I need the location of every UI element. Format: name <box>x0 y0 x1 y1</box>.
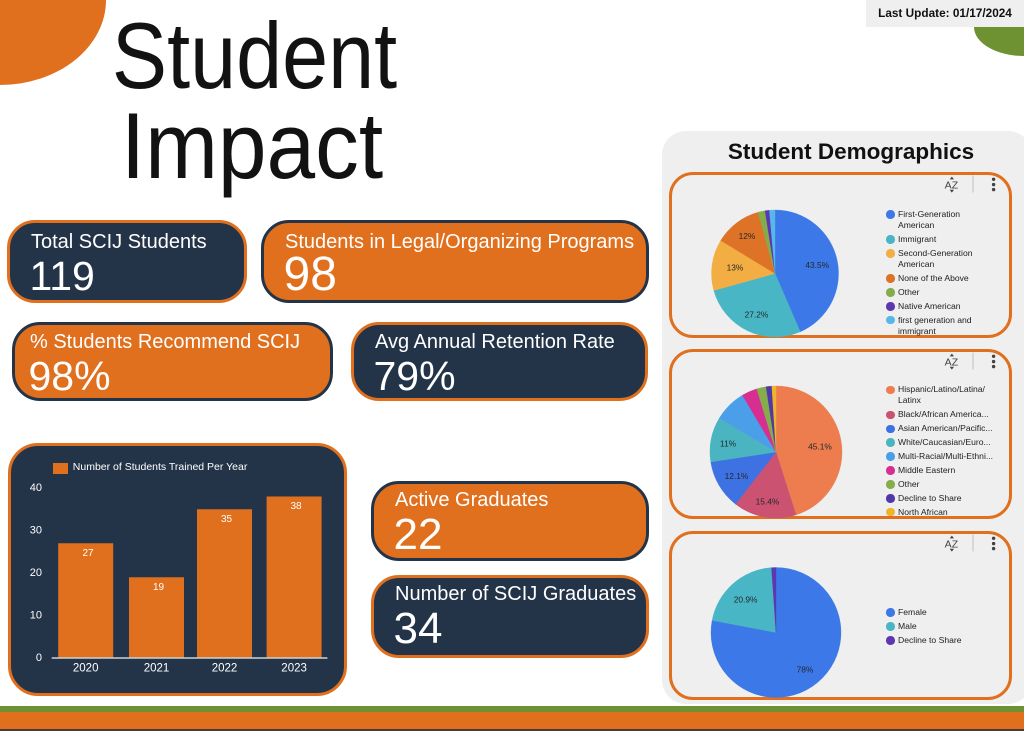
svg-text:12%: 12% <box>739 231 756 241</box>
svg-text:Z: Z <box>952 538 959 550</box>
svg-text:27: 27 <box>82 548 94 559</box>
svg-text:78%: 78% <box>797 665 814 675</box>
svg-text:15.4%: 15.4% <box>756 497 780 507</box>
svg-text:2023: 2023 <box>281 663 307 675</box>
svg-text:Z: Z <box>952 179 959 191</box>
svg-text:19: 19 <box>153 582 165 593</box>
svg-text:20.9%: 20.9% <box>734 595 758 605</box>
svg-text:43.5%: 43.5% <box>805 260 829 270</box>
svg-text:2022: 2022 <box>212 663 238 675</box>
svg-text:35: 35 <box>221 514 233 525</box>
svg-text:12.1%: 12.1% <box>725 471 749 481</box>
svg-text:38: 38 <box>290 501 302 512</box>
svg-text:A: A <box>945 538 952 550</box>
svg-text:13%: 13% <box>727 263 744 273</box>
svg-text:A: A <box>945 356 952 368</box>
svg-text:0: 0 <box>36 652 42 664</box>
svg-text:2021: 2021 <box>144 663 170 675</box>
svg-text:A: A <box>945 179 952 191</box>
svg-text:27.2%: 27.2% <box>745 310 769 320</box>
svg-text:40: 40 <box>30 482 42 494</box>
svg-text:Z: Z <box>952 356 959 368</box>
svg-text:10: 10 <box>30 610 42 622</box>
svg-text:11%: 11% <box>720 439 737 449</box>
svg-text:2020: 2020 <box>73 663 99 675</box>
svg-text:45.1%: 45.1% <box>808 442 832 452</box>
svg-text:20: 20 <box>30 567 42 579</box>
svg-text:30: 30 <box>30 525 42 537</box>
